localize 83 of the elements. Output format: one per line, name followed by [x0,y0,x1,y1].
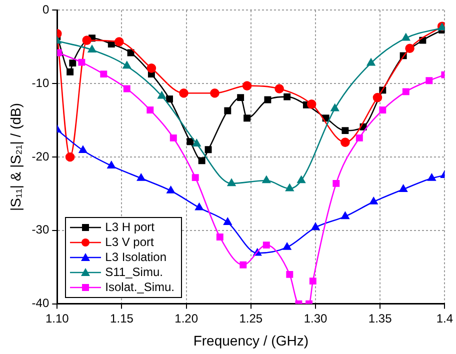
point [78,58,86,66]
point [192,139,201,146]
point [370,197,378,204]
y-tick-label: -10 [32,76,50,90]
point [311,222,320,230]
point [114,37,124,46]
point [78,146,88,154]
point [428,174,436,181]
point [107,161,116,168]
point [82,36,92,45]
point [216,234,224,240]
point [237,94,244,102]
point [240,261,247,268]
point [224,107,232,114]
x-tick-label: 1.25 [239,311,263,326]
legend-label: Isolat._Simu. [105,280,175,295]
point [100,70,108,78]
point [166,96,173,102]
point [69,60,76,67]
point [262,176,271,184]
y-tick-label: -40 [32,296,50,310]
point [66,68,74,76]
legend-label: L3 V port [105,234,154,250]
point [204,146,212,154]
point [166,186,175,194]
point [146,106,154,114]
point [224,218,232,225]
point [297,176,306,184]
point [210,88,220,98]
point [262,242,270,249]
point [341,212,350,220]
point [88,45,96,52]
point [146,64,156,73]
point [405,44,414,54]
point [242,81,252,90]
point [286,270,294,278]
point [366,58,376,66]
point [306,100,316,109]
x-tick-label: 1.10 [45,311,70,326]
point [402,88,410,96]
legend-label: S11_Simu. [105,264,163,280]
point [192,174,199,182]
point [379,106,386,114]
y-tick-label: -30 [32,222,50,237]
point [227,178,236,186]
point [158,91,166,99]
point [127,49,134,56]
point [274,84,284,94]
point [332,180,340,187]
y-tick-label: -20 [32,149,50,164]
point [264,96,272,104]
legend-label: L3 Isolation [105,250,167,265]
point [286,184,294,192]
point [122,61,132,69]
legend-label: L3 H port [105,220,154,235]
point [340,138,350,147]
point [282,242,292,250]
x-tick-label: 1.30 [304,311,328,326]
point [136,174,146,181]
y-axis-title: |S₁₁| & |S₂₁| / (dB) [7,102,24,212]
point [170,134,177,142]
point [309,278,316,285]
point [284,93,291,100]
point [123,85,130,92]
y-tick-label: 0 [42,2,50,17]
point [65,152,75,162]
x-tick-label: 1.15 [110,311,134,326]
point [195,202,204,210]
point [186,138,194,146]
x-axis-title: Frequency / (GHz) [193,332,308,348]
point [426,77,433,84]
x-tick-label: 1.4 [436,311,454,326]
x-tick-label: 1.35 [368,311,392,326]
point [356,134,363,142]
point [372,92,382,102]
x-tick-label: 1.20 [174,311,198,326]
point [399,184,408,192]
point [402,33,410,41]
point [179,88,188,98]
point [342,127,349,134]
point [244,114,251,122]
point [198,157,206,164]
point [330,104,339,112]
